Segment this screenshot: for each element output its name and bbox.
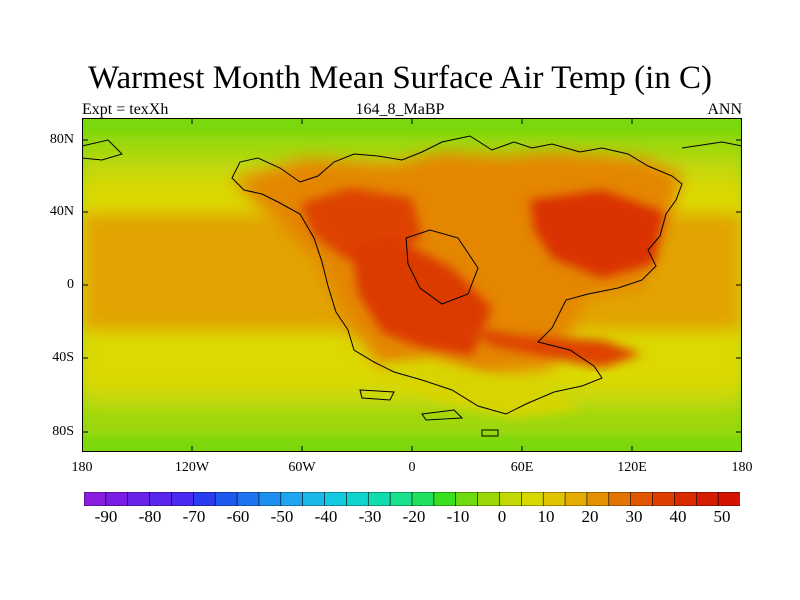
colorbar-swatch <box>477 492 501 506</box>
colorbar-swatch <box>564 492 588 506</box>
lon-label-120e: 120E <box>617 460 647 475</box>
lat-label-80n: 80N <box>49 132 74 147</box>
colorbar-swatch <box>149 492 173 506</box>
lat-ticks <box>82 139 742 433</box>
lat-label-0: 0 <box>67 277 74 292</box>
colorbar-label: -90 <box>94 507 118 526</box>
colorbar-swatch <box>127 492 151 506</box>
colorbar-label: -70 <box>182 507 206 526</box>
colorbar-swatch <box>236 492 260 506</box>
colorbar-swatch <box>586 492 610 506</box>
lon-label-120w: 120W <box>174 460 210 475</box>
colorbar-swatch <box>105 492 129 506</box>
lon-label-180e: 180 <box>731 460 753 475</box>
colorbar-swatch <box>84 492 107 506</box>
colorbar-swatch <box>280 492 304 506</box>
lon-ticks <box>82 118 742 452</box>
colorbar-swatch <box>499 492 522 506</box>
temperature-map <box>82 118 742 452</box>
colorbar-label: -60 <box>226 507 250 526</box>
time-period-label: 164_8_MaBP <box>355 101 445 118</box>
colorbar-swatch <box>171 492 194 506</box>
colorbar-label: -30 <box>358 507 382 526</box>
island-outline-north-2 <box>681 141 742 149</box>
colorbar-label: 30 <box>625 507 643 526</box>
colorbar-swatch <box>258 492 282 506</box>
colorbar-swatch <box>717 492 740 506</box>
season-label: ANN <box>707 101 742 118</box>
hot-arm-south <box>462 326 642 368</box>
colorbar <box>84 492 740 506</box>
colorbar-swatch <box>652 492 676 506</box>
colorbar-swatch <box>542 492 566 506</box>
coastline <box>231 135 683 415</box>
island-outline-south-2 <box>421 409 464 421</box>
lat-label-80s: 80S <box>52 424 74 439</box>
colorbar-swatch <box>346 492 369 506</box>
colorbar-swatch <box>674 492 697 506</box>
colorbar-swatch <box>367 492 391 506</box>
colorbar-swatch <box>608 492 632 506</box>
map-title: Warmest Month Mean Surface Air Temp (in … <box>87 60 713 96</box>
colorbar-swatch <box>411 492 435 506</box>
colorbar-swatch <box>214 492 238 506</box>
colorbar-swatch <box>630 492 654 506</box>
colorbar-swatch <box>302 492 326 506</box>
colorbar-swatch <box>695 492 719 506</box>
colorbar-label: -50 <box>270 507 294 526</box>
colorbar-label: 0 <box>497 507 507 526</box>
lon-label-60w: 60W <box>288 460 316 475</box>
colorbar-swatch <box>324 492 347 506</box>
inland-sea-outline <box>405 229 479 305</box>
lon-label-60e: 60E <box>510 460 534 475</box>
colorbar-label: -40 <box>314 507 338 526</box>
lon-label-0: 0 <box>408 460 416 475</box>
colorbar-label: 10 <box>537 507 555 526</box>
colorbar-swatch <box>521 492 544 506</box>
lon-label-180w: 180 <box>71 460 93 475</box>
colorbar-swatch <box>193 492 216 506</box>
colorbar-label: -20 <box>402 507 426 526</box>
lat-label-40s: 40S <box>52 350 74 365</box>
colorbar-label: 50 <box>713 507 731 526</box>
south-cool-lobe <box>382 362 582 418</box>
colorbar-swatch <box>389 492 413 506</box>
colorbar-label: 40 <box>669 507 687 526</box>
colorbar-label: 20 <box>581 507 599 526</box>
colorbar-label: -80 <box>138 507 162 526</box>
colorbar-swatch <box>455 492 479 506</box>
island-outline-south-3 <box>481 429 499 437</box>
lat-label-40n: 40N <box>49 204 74 219</box>
experiment-label: Expt = texXh <box>82 101 169 118</box>
colorbar-label: -10 <box>446 507 470 526</box>
hot-interior-east <box>530 190 664 278</box>
island-outline-south-1 <box>359 389 395 401</box>
island-outline-north-1 <box>82 139 123 161</box>
hot-interior-central <box>352 236 492 356</box>
colorbar-swatch <box>433 492 457 506</box>
